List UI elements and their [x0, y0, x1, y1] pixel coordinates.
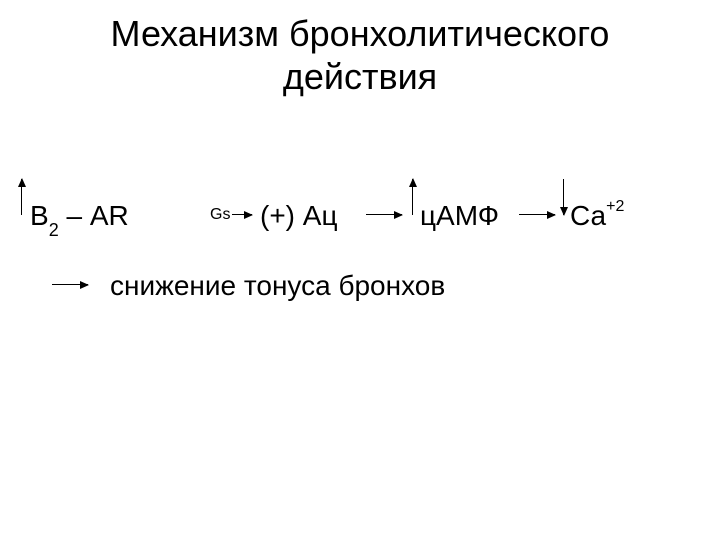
title-line-2: действия	[283, 56, 437, 97]
text-b: В	[30, 200, 49, 231]
segment-camp: цАМФ	[420, 200, 499, 232]
content-area: В2 – АR Gs (+) Ац цАМФ Са+2 снижение тон…	[0, 200, 720, 320]
text-ca: Са	[570, 200, 606, 231]
arrow-to-camp	[366, 214, 402, 215]
segment-ca: Са+2	[570, 200, 624, 232]
segment-b2-ar: В2 – АR	[30, 200, 129, 237]
segment-result: снижение тонуса бронхов	[110, 270, 445, 302]
up-arrow-b2	[21, 179, 22, 215]
down-arrow-ca	[563, 179, 564, 215]
segment-plus-ac: (+) Ац	[260, 200, 338, 232]
title-line-1: Механизм бронхолитического	[111, 13, 610, 54]
arrow-to-ca	[519, 214, 555, 215]
text-ar: – АR	[59, 200, 129, 231]
segment-gs: Gs	[210, 206, 230, 224]
arrow-to-result	[52, 284, 88, 285]
reaction-line-1: В2 – АR Gs (+) Ац цАМФ Са+2	[0, 200, 720, 250]
arrow-gs	[232, 214, 252, 215]
text-ca-sup: +2	[606, 198, 624, 215]
reaction-line-2: снижение тонуса бронхов	[0, 270, 720, 320]
text-b-sub: 2	[49, 220, 59, 240]
up-arrow-camp	[412, 179, 413, 215]
slide-title: Механизм бронхолитического действия	[0, 0, 720, 98]
